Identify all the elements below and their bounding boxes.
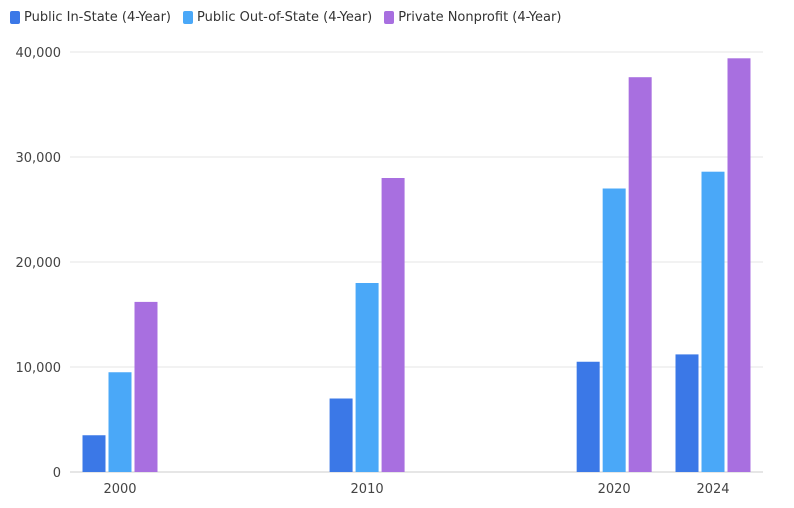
legend-swatch-public-out-of-state <box>183 11 193 24</box>
legend-label-public-in-state: Public In-State (4-Year) <box>24 10 171 25</box>
bar-2010-series-2[interactable] <box>381 178 405 472</box>
y-tick-label: 20,000 <box>16 256 62 271</box>
bar-2020-series-2[interactable] <box>628 77 652 472</box>
bar-2024-series-0[interactable] <box>675 354 699 472</box>
bar-2000-series-0[interactable] <box>82 435 106 472</box>
legend-label-public-out-of-state: Public Out-of-State (4-Year) <box>197 10 373 25</box>
bar-2020-series-0[interactable] <box>576 361 600 472</box>
x-tick-label: 2000 <box>103 482 136 497</box>
legend: Public In-State (4-Year) Public Out-of-S… <box>10 10 561 25</box>
x-tick-label: 2020 <box>598 482 631 497</box>
bar-2010-series-0[interactable] <box>329 398 353 473</box>
legend-swatch-public-in-state <box>10 11 20 24</box>
legend-swatch-private-nonprofit <box>384 11 395 24</box>
bar-2024-series-2[interactable] <box>727 58 751 473</box>
x-tick-label: 2024 <box>696 482 729 497</box>
bar-2000-series-1[interactable] <box>108 372 132 472</box>
y-tick-label: 30,000 <box>16 151 62 166</box>
y-tick-label: 40,000 <box>16 46 62 61</box>
bar-2000-series-2[interactable] <box>134 301 158 472</box>
y-tick-label: 0 <box>53 466 61 481</box>
y-tick-label: 10,000 <box>16 361 62 376</box>
legend-item-public-in-state[interactable]: Public In-State (4-Year) <box>10 10 171 25</box>
bar-2010-series-1[interactable] <box>355 283 379 472</box>
bar-2024-series-1[interactable] <box>701 171 725 472</box>
bar-2020-series-1[interactable] <box>602 188 626 473</box>
legend-label-private-nonprofit: Private Nonprofit (4-Year) <box>398 10 562 25</box>
legend-item-public-out-of-state[interactable]: Public Out-of-State (4-Year) <box>183 10 372 25</box>
legend-item-private-nonprofit[interactable]: Private Nonprofit (4-Year) <box>384 10 561 25</box>
x-tick-label: 2010 <box>351 482 384 497</box>
